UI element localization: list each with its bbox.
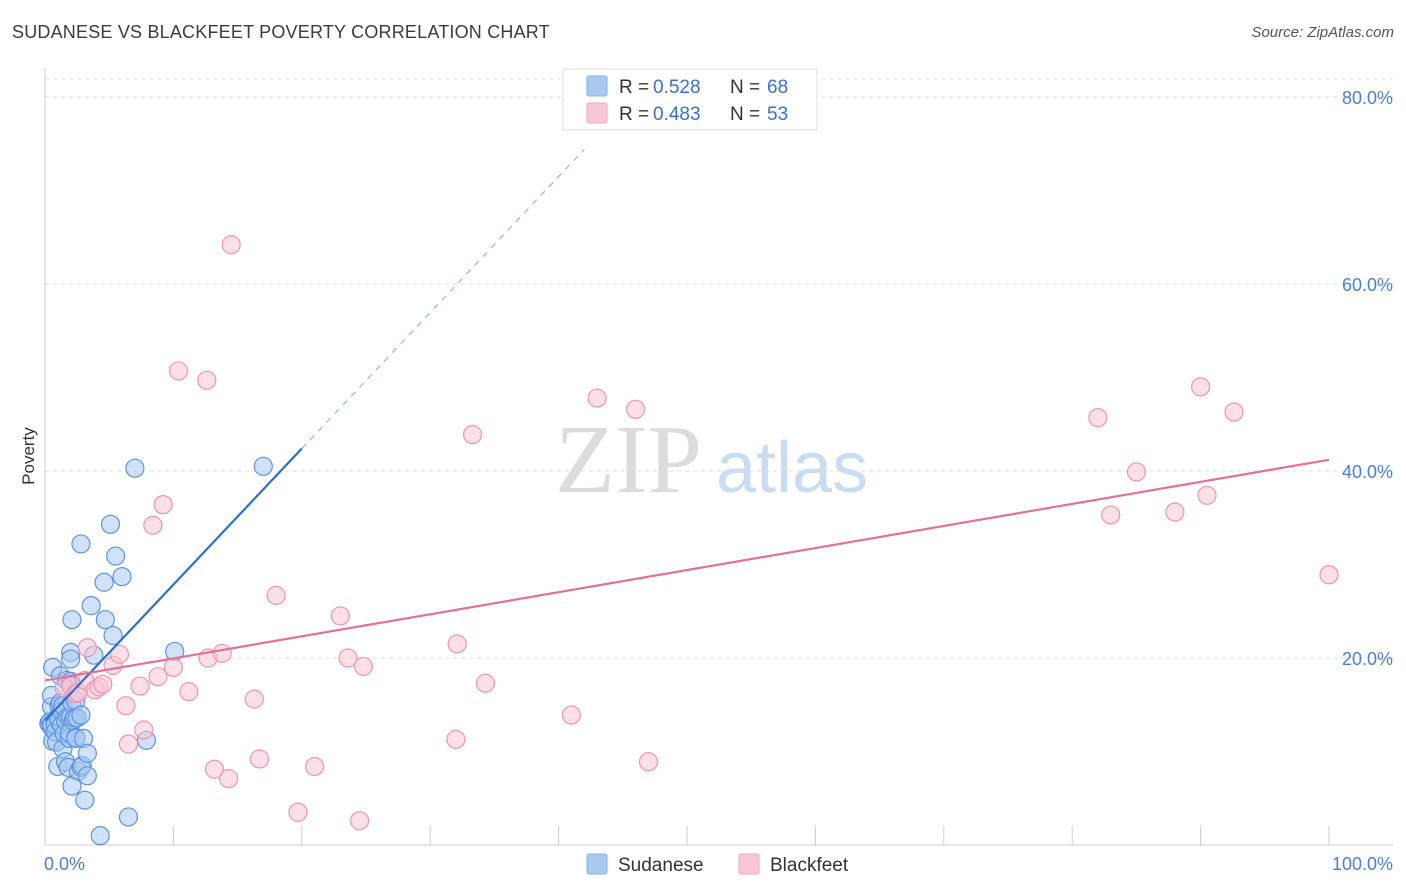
blackfeet-point-30: [305, 756, 325, 777]
y-tick-label-40: 40.0%: [1342, 462, 1393, 482]
blackfeet-point-15: [143, 515, 163, 535]
blackfeet-point-39: [475, 673, 496, 693]
legend-swatch-blackfeet: [586, 102, 608, 124]
blackfeet-point-49: [1197, 485, 1217, 505]
sudanese-point-52: [81, 596, 101, 616]
blackfeet-point-37: [447, 634, 467, 654]
blackfeet-point-13: [130, 676, 150, 696]
blackfeet-point-44: [1088, 408, 1108, 428]
blackfeet-point-10: [109, 644, 130, 664]
blackfeet-point-48: [1190, 377, 1211, 397]
blackfeet-point-19: [179, 682, 199, 702]
blackfeet-point-47: [1165, 502, 1185, 522]
blackfeet-point-38: [462, 424, 483, 445]
sudanese-point-49: [75, 790, 95, 810]
blackfeet-trend-line: [44, 458, 1330, 682]
blackfeet-point-17: [153, 495, 173, 515]
sudanese-point-51: [77, 743, 97, 763]
legend-r-label-sudanese: R =: [619, 77, 649, 98]
sudanese-point-61: [118, 807, 139, 827]
sudanese-point-50: [77, 766, 97, 786]
legend-n-label-blackfeet: N =: [730, 104, 760, 125]
blackfeet-point-34: [353, 656, 374, 677]
sudanese-trend-extension: [301, 148, 585, 449]
blackfeet-point-5: [77, 638, 97, 658]
blackfeet-point-22: [204, 759, 225, 779]
blackfeet-point-51: [1319, 565, 1339, 585]
sudanese-point-47: [71, 705, 91, 725]
top-legend: R = 0.528 N = 68 R = 0.483 N = 53: [562, 68, 818, 131]
sudanese-point-35: [62, 610, 82, 630]
sudanese-point-62: [125, 458, 145, 478]
bottom-legend-label-sudanese: Sudanese: [618, 855, 704, 876]
sudanese-point-54: [90, 826, 110, 846]
sudanese-point-58: [103, 625, 123, 646]
sudanese-point-55: [94, 572, 114, 592]
legend-r-label-blackfeet: R =: [619, 104, 649, 125]
blackfeet-point-24: [219, 769, 239, 789]
blackfeet-point-18: [163, 657, 183, 677]
blackfeet-point-14: [134, 720, 154, 740]
blackfeet-point-33: [349, 811, 370, 831]
sudanese-point-33: [61, 649, 81, 669]
legend-r-value-blackfeet: 0.483: [653, 104, 701, 125]
bottom-legend-swatch-sudanese: [586, 853, 608, 875]
blackfeet-point-26: [244, 689, 264, 709]
blackfeet-point-32: [338, 648, 358, 668]
blackfeet-point-23: [212, 643, 232, 663]
blackfeet-point-28: [266, 585, 286, 605]
blackfeet-point-16: [148, 667, 168, 687]
legend-n-label-sudanese: N =: [730, 77, 760, 98]
bottom-legend-swatch-blackfeet: [738, 853, 760, 875]
sudanese-point-60: [112, 567, 132, 587]
x-tick-label-min: 0.0%: [44, 854, 85, 874]
x-tick-label-max: 100.0%: [1332, 854, 1393, 874]
bottom-legend: Sudanese Blackfeet: [586, 853, 849, 876]
y-tick-label-60: 60.0%: [1342, 275, 1393, 295]
sudanese-point-65: [253, 456, 273, 476]
blackfeet-point-11: [116, 696, 136, 716]
gridlines: 20.0% 40.0% 60.0% 80.0%: [45, 78, 1393, 669]
sudanese-point-56: [95, 610, 115, 630]
sudanese-trend-line: [44, 447, 303, 722]
blackfeet-point-45: [1101, 505, 1121, 525]
data-points: [39, 235, 1339, 846]
chart-title: SUDANESE VS BLACKFEET POVERTY CORRELATIO…: [12, 22, 550, 42]
blackfeet-point-36: [446, 729, 466, 749]
blackfeet-point-20: [197, 370, 217, 390]
blackfeet-point-41: [587, 388, 607, 408]
y-axis-title: Poverty: [19, 427, 38, 485]
blackfeet-point-8: [93, 674, 113, 694]
y-tick-label-20: 20.0%: [1342, 649, 1393, 669]
legend-r-value-sudanese: 0.528: [653, 77, 701, 98]
watermark-zip: ZIP: [555, 406, 702, 514]
sudanese-point-57: [100, 514, 121, 534]
blackfeet-point-42: [626, 399, 646, 419]
sudanese-point-59: [106, 546, 126, 566]
source-label: Source: ZipAtlas.com: [1251, 24, 1394, 41]
legend-n-value-blackfeet: 53: [767, 104, 788, 125]
blackfeet-point-31: [330, 606, 350, 626]
blackfeet-point-12: [118, 734, 139, 754]
blackfeet-point-40: [561, 705, 582, 725]
bottom-legend-label-blackfeet: Blackfeet: [770, 855, 849, 876]
legend-n-value-sudanese: 68: [767, 77, 788, 98]
trend-lines: [44, 148, 1330, 722]
legend-swatch-sudanese: [586, 75, 608, 97]
watermark-atlas: atlas: [716, 428, 868, 508]
blackfeet-point-25: [221, 235, 241, 255]
blackfeet-point-35: [168, 361, 189, 381]
y-tick-label-80: 80.0%: [1342, 88, 1393, 108]
blackfeet-point-46: [1126, 462, 1147, 482]
blackfeet-point-27: [249, 749, 270, 769]
blackfeet-point-43: [638, 752, 659, 772]
blackfeet-point-50: [1224, 402, 1244, 422]
blackfeet-point-29: [288, 802, 308, 822]
sudanese-point-46: [71, 534, 91, 554]
